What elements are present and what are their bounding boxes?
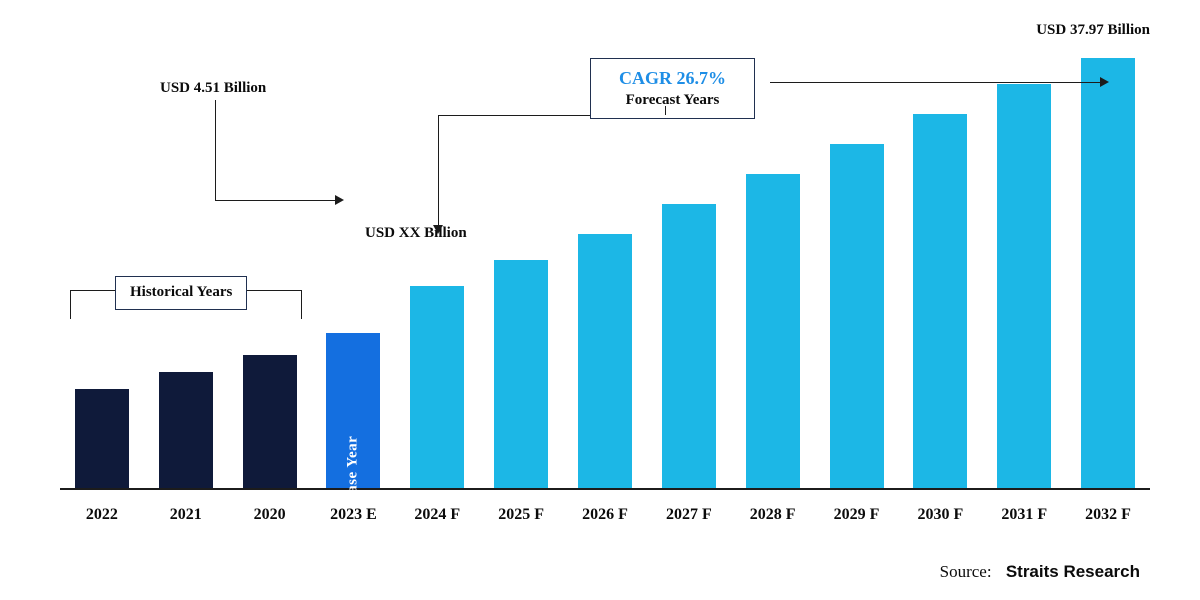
usd-start-label: USD 4.51 Billion xyxy=(160,80,266,97)
usd-start-leader-v xyxy=(215,100,216,200)
x-axis-label: 2023 E xyxy=(312,500,396,524)
x-axis-label: 2020 xyxy=(228,500,312,524)
x-axis-label: 2029 F xyxy=(815,500,899,524)
bar xyxy=(662,204,716,488)
usd-start-arrow xyxy=(335,195,344,205)
bar-slot xyxy=(479,38,563,488)
source-name: Straits Research xyxy=(1006,562,1140,581)
forecast-years-label: Forecast Years xyxy=(619,91,726,111)
bar xyxy=(913,114,967,488)
cagr-leader-left xyxy=(438,115,590,116)
x-axis-baseline xyxy=(60,488,1150,490)
historical-years-box: Historical Years xyxy=(115,276,247,310)
source-attribution: Source: Straits Research xyxy=(940,562,1140,582)
bar-slot: Base Year xyxy=(312,38,396,488)
bar xyxy=(1081,58,1135,488)
x-axis-label: 2028 F xyxy=(731,500,815,524)
bar-slot xyxy=(60,38,144,488)
x-axis-labels: 2022202120202023 E2024 F2025 F2026 F2027… xyxy=(60,500,1150,524)
x-axis-label: 2026 F xyxy=(563,500,647,524)
bar xyxy=(243,355,297,488)
base-year-inside-label: Base Year xyxy=(345,436,362,504)
usd-2024-label: USD XX Billion xyxy=(365,225,467,242)
bar xyxy=(997,84,1051,488)
bar xyxy=(75,389,129,488)
bar xyxy=(578,234,632,488)
bar xyxy=(410,286,464,488)
bar-slot xyxy=(898,38,982,488)
cagr-leader-right xyxy=(770,82,1100,83)
x-axis-label: 2021 xyxy=(144,500,228,524)
x-axis-label: 2025 F xyxy=(479,500,563,524)
plot-area: Base Year Historical Years USD 4.51 Bill… xyxy=(60,40,1150,490)
bar-slot xyxy=(1066,38,1150,488)
x-axis-label: 2030 F xyxy=(898,500,982,524)
market-forecast-chart: Base Year Historical Years USD 4.51 Bill… xyxy=(0,0,1200,600)
bar xyxy=(159,372,213,488)
usd-2024-leader xyxy=(438,115,439,225)
cagr-arrow-right xyxy=(1100,77,1109,87)
usd-end-label: USD 37.97 Billion xyxy=(1036,22,1150,39)
bar xyxy=(494,260,548,488)
cagr-leader-left-v xyxy=(665,106,666,115)
bar xyxy=(830,144,884,488)
cagr-forecast-box: CAGR 26.7% Forecast Years xyxy=(590,58,755,119)
source-prefix: Source: xyxy=(940,562,992,581)
usd-2024-arrow xyxy=(433,225,443,234)
bar: Base Year xyxy=(326,333,380,488)
bar-slot xyxy=(228,38,312,488)
bar-slot xyxy=(815,38,899,488)
x-axis-label: 2024 F xyxy=(395,500,479,524)
x-axis-label: 2031 F xyxy=(982,500,1066,524)
cagr-label: CAGR 26.7% xyxy=(619,68,726,88)
historical-years-label: Historical Years xyxy=(130,284,232,300)
bar xyxy=(746,174,800,488)
bar-slot xyxy=(982,38,1066,488)
x-axis-label: 2032 F xyxy=(1066,500,1150,524)
x-axis-label: 2027 F xyxy=(647,500,731,524)
usd-start-leader-h xyxy=(215,200,335,201)
bar-slot xyxy=(395,38,479,488)
x-axis-label: 2022 xyxy=(60,500,144,524)
